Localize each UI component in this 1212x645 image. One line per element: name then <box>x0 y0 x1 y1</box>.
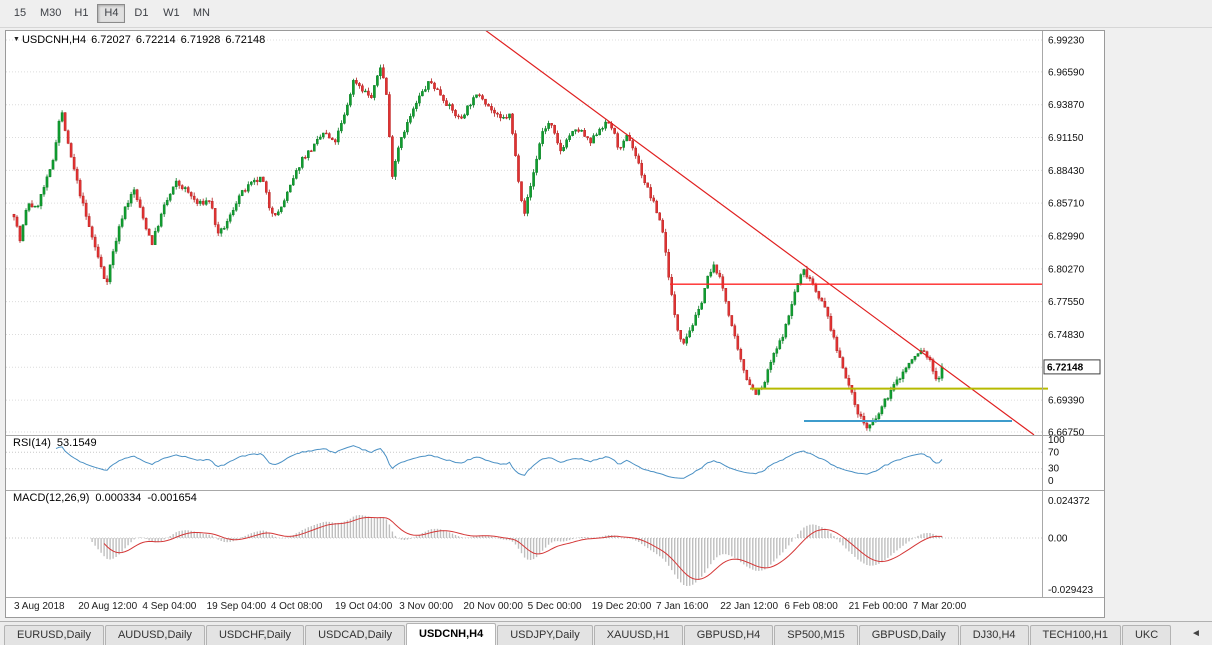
tab-label: USDCAD,Daily <box>318 629 393 641</box>
tab-ukc[interactable]: UKC <box>1121 625 1172 645</box>
svg-text:70: 70 <box>1048 447 1060 458</box>
tab-label: TECH100,H1 <box>1042 629 1108 641</box>
svg-text:7 Mar 20:00: 7 Mar 20:00 <box>913 601 967 612</box>
svg-text:0.024372: 0.024372 <box>1048 496 1090 507</box>
descending-trendline[interactable] <box>485 31 1035 436</box>
tab-label: UKC <box>1134 629 1159 641</box>
svg-text:19 Dec 20:00: 19 Dec 20:00 <box>592 601 652 612</box>
svg-text:0: 0 <box>1048 476 1054 487</box>
svg-text:3 Nov 00:00: 3 Nov 00:00 <box>399 601 453 612</box>
timeframe-h4-button[interactable]: H4 <box>97 4 126 23</box>
svg-text:6.82990: 6.82990 <box>1048 232 1085 243</box>
tab-tech100-h1[interactable]: TECH100,H1 <box>1029 625 1121 645</box>
tab-label: USDCNH,H4 <box>419 628 484 640</box>
macd-name: MACD(12,26,9) <box>13 492 90 504</box>
ohlc-open: 6.72027 <box>91 34 131 46</box>
tab-gbpusd-daily[interactable]: GBPUSD,Daily <box>858 625 959 645</box>
svg-text:100: 100 <box>1048 435 1065 446</box>
svg-text:0.00: 0.00 <box>1048 534 1068 545</box>
current-price-tag: 6.72148 <box>1043 359 1101 375</box>
macd-axis: 0.024372 0.00 -0.029423 <box>1048 496 1093 596</box>
tab-label: SP500,M15 <box>787 629 845 641</box>
tab-label: AUDUSD,Daily <box>117 629 192 641</box>
ohlc-low: 6.71928 <box>180 34 221 46</box>
svg-text:6.85710: 6.85710 <box>1048 199 1085 210</box>
chart-window: 6.99230 6.96590 6.93870 6.91150 6.88430 6.857… <box>5 30 1105 618</box>
tab-scroll-left-button[interactable]: ◄ <box>1191 627 1201 639</box>
tab-label: USDCHF,Daily <box>218 629 292 641</box>
svg-text:4 Sep 04:00: 4 Sep 04:00 <box>142 601 196 612</box>
time-axis: 3 Aug 2018 20 Aug 12:00 4 Sep 04:00 19 Sep … <box>14 601 967 612</box>
svg-text:6.74830: 6.74830 <box>1048 330 1085 341</box>
svg-text:4 Oct 08:00: 4 Oct 08:00 <box>271 601 323 612</box>
tab-label: GBPUSD,H4 <box>696 629 761 641</box>
svg-text:30: 30 <box>1048 464 1060 475</box>
svg-text:7 Jan 16:00: 7 Jan 16:00 <box>656 601 709 612</box>
timeframe-d1-button[interactable]: D1 <box>127 4 155 23</box>
tab-gbpusd-h4[interactable]: GBPUSD,H4 <box>683 625 774 645</box>
tab-usdcnh-h4[interactable]: USDCNH,H4 <box>406 623 497 645</box>
svg-text:6.77550: 6.77550 <box>1048 297 1085 308</box>
timeframe-15-button[interactable]: 15 <box>6 4 34 23</box>
svg-text:6.72148: 6.72148 <box>1047 362 1084 373</box>
svg-text:19 Oct 04:00: 19 Oct 04:00 <box>335 601 393 612</box>
svg-text:6.66750: 6.66750 <box>1048 428 1085 439</box>
rsi-line <box>55 445 943 479</box>
candlesticks <box>12 64 944 432</box>
tab-dj30-h4[interactable]: DJ30,H4 <box>959 625 1029 645</box>
svg-text:21 Feb 00:00: 21 Feb 00:00 <box>849 601 908 612</box>
tab-label: DJ30,H4 <box>972 629 1016 641</box>
timeframe-toolbar: 15 M30 H1 H4 D1 W1 MN <box>0 0 1212 28</box>
tab-usdjpy-daily[interactable]: USDJPY,Daily <box>497 625 593 645</box>
macd-value1: 0.000334 <box>95 492 142 504</box>
tab-label: USDJPY,Daily <box>510 629 580 641</box>
svg-text:22 Jan 12:00: 22 Jan 12:00 <box>720 601 778 612</box>
rsi-indicator-label: RSI(14) 53.1549 <box>13 437 103 449</box>
tab-xauusd-h1[interactable]: XAUUSD,H1 <box>593 625 683 645</box>
svg-text:-0.029423: -0.029423 <box>1048 585 1093 596</box>
svg-text:6.99230: 6.99230 <box>1048 36 1085 47</box>
svg-text:6.88430: 6.88430 <box>1048 166 1085 177</box>
svg-text:5 Dec 00:00: 5 Dec 00:00 <box>528 601 582 612</box>
chart-plot-area[interactable] <box>6 31 1042 597</box>
tab-label: EURUSD,Daily <box>17 629 91 641</box>
macd-indicator-label: MACD(12,26,9) 0.000334 -0.001654 <box>13 492 203 504</box>
tab-sp500-m15[interactable]: SP500,M15 <box>774 625 858 645</box>
tab-usdcad-daily[interactable]: USDCAD,Daily <box>305 625 406 645</box>
timeframe-h1-button[interactable]: H1 <box>67 4 95 23</box>
rsi-value: 53.1549 <box>56 437 97 449</box>
svg-text:20 Aug 12:00: 20 Aug 12:00 <box>78 601 137 612</box>
chart-symbol-label: USDCNH,H4 <box>21 34 87 46</box>
svg-text:3 Aug 2018: 3 Aug 2018 <box>14 601 65 612</box>
timeframe-w1-button[interactable]: W1 <box>157 4 185 23</box>
tab-label: XAUUSD,H1 <box>606 629 670 641</box>
symbol-dropdown-icon[interactable]: ▼ <box>13 36 20 43</box>
svg-text:6.80270: 6.80270 <box>1048 264 1085 275</box>
chart-title: ▼ USDCNH,H4 6.72027 6.72214 6.71928 6.72148 <box>13 34 270 46</box>
price-chart-canvas[interactable]: 6.99230 6.96590 6.93870 6.91150 6.88430 6.857… <box>6 31 1104 617</box>
tab-usdchf-daily[interactable]: USDCHF,Daily <box>205 625 305 645</box>
ohlc-close: 6.72148 <box>225 34 266 46</box>
rsi-name: RSI(14) <box>13 437 51 449</box>
svg-text:6 Feb 08:00: 6 Feb 08:00 <box>784 601 838 612</box>
timeframe-mn-button[interactable]: MN <box>187 4 215 23</box>
macd-value2: -0.001654 <box>147 492 197 504</box>
price-axis: 6.99230 6.96590 6.93870 6.91150 6.88430 6.857… <box>1048 36 1085 439</box>
ohlc-high: 6.72214 <box>135 34 176 46</box>
tab-eurusd-daily[interactable]: EURUSD,Daily <box>4 625 104 645</box>
chart-tabbar: EURUSD,Daily AUDUSD,Daily USDCHF,Daily U… <box>0 621 1212 645</box>
svg-text:19 Sep 04:00: 19 Sep 04:00 <box>207 601 267 612</box>
svg-text:6.69390: 6.69390 <box>1048 396 1085 407</box>
svg-text:6.93870: 6.93870 <box>1048 100 1085 111</box>
macd-signal-line <box>103 516 942 580</box>
timeframe-m30-button[interactable]: M30 <box>36 4 65 23</box>
svg-text:6.91150: 6.91150 <box>1048 133 1084 144</box>
svg-text:6.96590: 6.96590 <box>1048 67 1085 78</box>
tab-audusd-daily[interactable]: AUDUSD,Daily <box>104 625 205 645</box>
svg-text:20 Nov 00:00: 20 Nov 00:00 <box>463 601 523 612</box>
tab-label: GBPUSD,Daily <box>871 629 946 641</box>
